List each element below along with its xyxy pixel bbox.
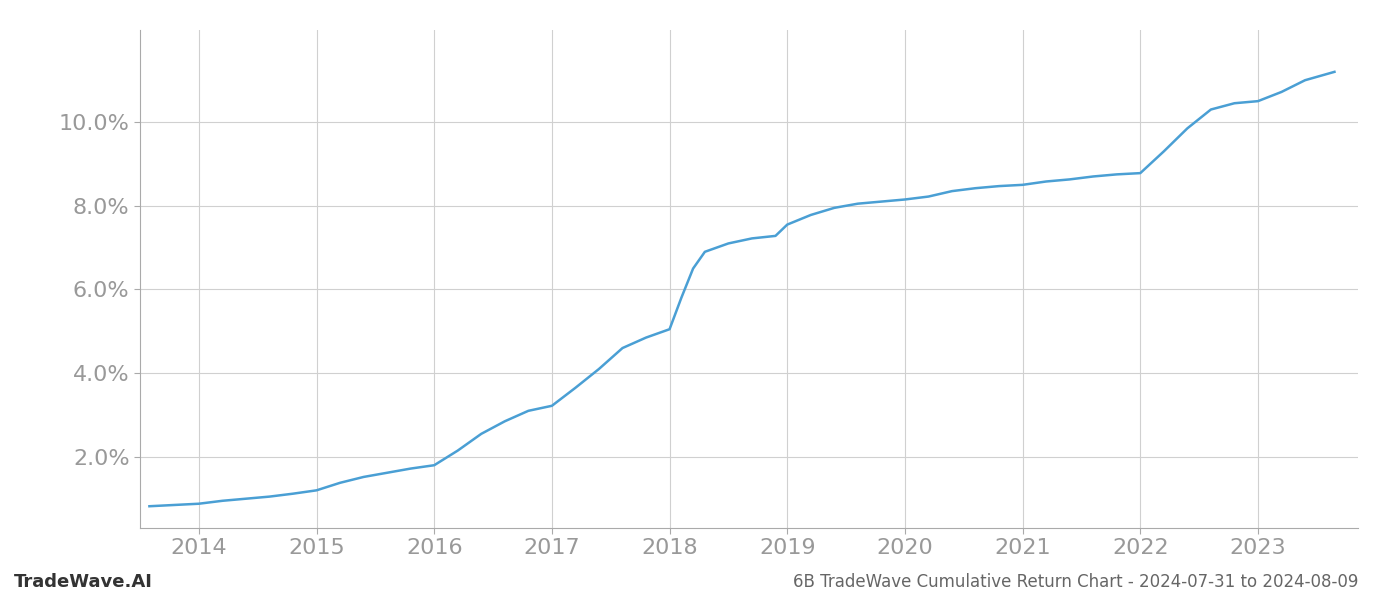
Text: 6B TradeWave Cumulative Return Chart - 2024-07-31 to 2024-08-09: 6B TradeWave Cumulative Return Chart - 2… [792,573,1358,591]
Text: TradeWave.AI: TradeWave.AI [14,573,153,591]
